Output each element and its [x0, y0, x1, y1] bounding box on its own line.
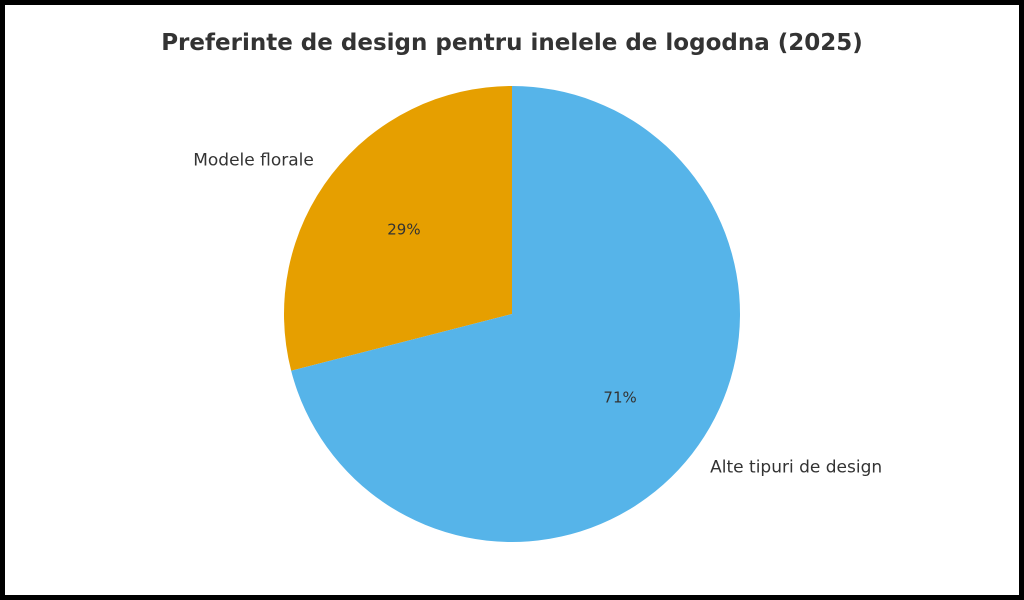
- category-label-alte-tipuri-de-design: Alte tipuri de design: [710, 458, 882, 478]
- pie-labels: 29% Modele florale 71% Alte tipuri de desig…: [193, 150, 882, 477]
- pie-slice-alte-tipuri-de-design: [291, 86, 740, 542]
- pct-label-modele-florale: 29%: [387, 221, 420, 239]
- category-label-modele-florale: Modele florale: [193, 150, 314, 170]
- chart-title: Preferinte de design pentru inelele de l…: [161, 30, 863, 56]
- pie-slice-modele-florale: [283, 86, 512, 371]
- pie-slices: [283, 86, 740, 542]
- pct-label-alte-tipuri-de-design: 71%: [603, 388, 636, 406]
